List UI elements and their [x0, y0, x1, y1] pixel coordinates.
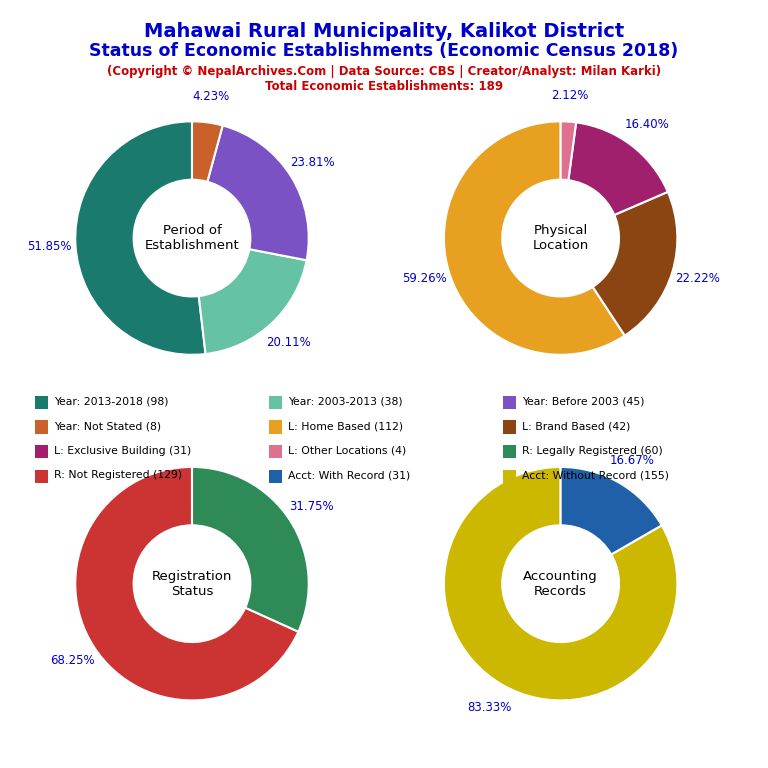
- Text: (Copyright © NepalArchives.Com | Data Source: CBS | Creator/Analyst: Milan Karki: (Copyright © NepalArchives.Com | Data So…: [107, 65, 661, 78]
- Wedge shape: [561, 467, 662, 554]
- Wedge shape: [444, 467, 677, 700]
- Text: 2.12%: 2.12%: [551, 90, 589, 102]
- Text: 16.40%: 16.40%: [624, 118, 669, 131]
- Text: L: Other Locations (4): L: Other Locations (4): [288, 445, 406, 456]
- Wedge shape: [207, 125, 309, 260]
- Text: R: Not Registered (129): R: Not Registered (129): [54, 470, 182, 481]
- Text: 20.11%: 20.11%: [266, 336, 311, 349]
- Wedge shape: [192, 121, 223, 182]
- Text: Year: Before 2003 (45): Year: Before 2003 (45): [522, 396, 645, 407]
- Wedge shape: [199, 249, 306, 354]
- Text: 22.22%: 22.22%: [674, 273, 720, 286]
- Text: Mahawai Rural Municipality, Kalikot District: Mahawai Rural Municipality, Kalikot Dist…: [144, 22, 624, 41]
- Wedge shape: [444, 121, 625, 355]
- Text: Year: Not Stated (8): Year: Not Stated (8): [54, 421, 161, 432]
- Text: L: Brand Based (42): L: Brand Based (42): [522, 421, 631, 432]
- Text: 59.26%: 59.26%: [402, 273, 446, 286]
- Text: L: Home Based (112): L: Home Based (112): [288, 421, 403, 432]
- Wedge shape: [568, 122, 668, 215]
- Text: Total Economic Establishments: 189: Total Economic Establishments: 189: [265, 80, 503, 93]
- Text: 16.67%: 16.67%: [610, 454, 654, 467]
- Text: Year: 2013-2018 (98): Year: 2013-2018 (98): [54, 396, 168, 407]
- Text: Accounting
Records: Accounting Records: [523, 570, 598, 598]
- Text: 83.33%: 83.33%: [467, 700, 511, 713]
- Text: 31.75%: 31.75%: [290, 500, 334, 513]
- Wedge shape: [75, 467, 299, 700]
- Text: R: Legally Registered (60): R: Legally Registered (60): [522, 445, 663, 456]
- Text: Year: 2003-2013 (38): Year: 2003-2013 (38): [288, 396, 402, 407]
- Text: Period of
Establishment: Period of Establishment: [144, 224, 240, 252]
- Wedge shape: [561, 121, 576, 180]
- Text: 68.25%: 68.25%: [50, 654, 94, 667]
- Wedge shape: [192, 467, 309, 632]
- Text: Status of Economic Establishments (Economic Census 2018): Status of Economic Establishments (Econo…: [89, 42, 679, 60]
- Text: 51.85%: 51.85%: [28, 240, 72, 253]
- Text: 4.23%: 4.23%: [192, 91, 230, 104]
- Wedge shape: [75, 121, 206, 355]
- Text: Acct: Without Record (155): Acct: Without Record (155): [522, 470, 669, 481]
- Text: Acct: With Record (31): Acct: With Record (31): [288, 470, 410, 481]
- Text: L: Exclusive Building (31): L: Exclusive Building (31): [54, 445, 191, 456]
- Wedge shape: [593, 192, 677, 336]
- Text: Physical
Location: Physical Location: [532, 224, 589, 252]
- Text: 23.81%: 23.81%: [290, 157, 335, 169]
- Text: Registration
Status: Registration Status: [152, 570, 232, 598]
